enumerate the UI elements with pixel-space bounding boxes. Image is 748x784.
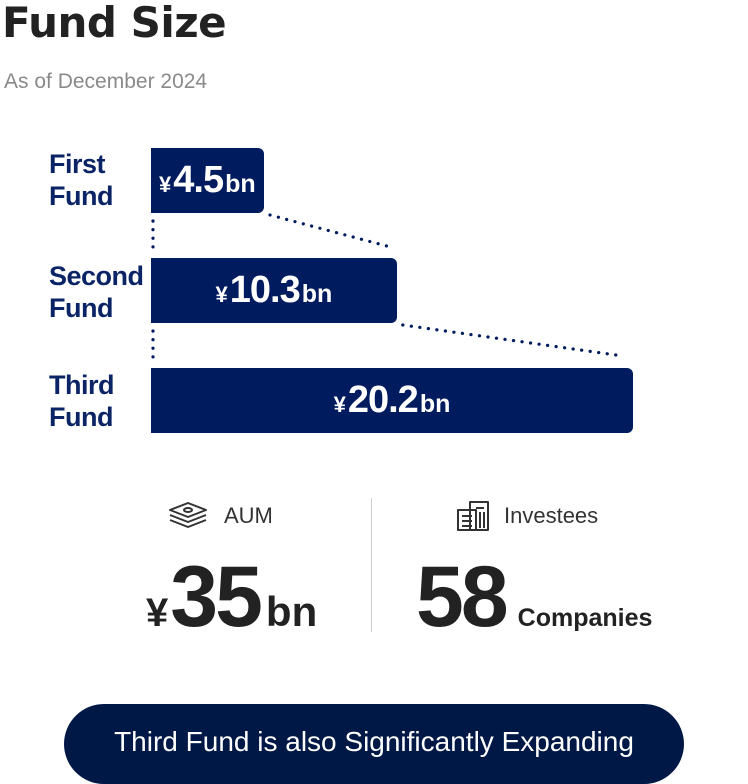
bar-second-currency: ¥ [215,282,228,307]
fund-label-third-line2: Fund [49,402,113,432]
aum-currency: ¥ [146,591,169,635]
fund-label-first-line1: First [49,149,106,179]
bar-first-value: 4.5 [173,159,224,201]
investees-label: Investees [504,503,599,528]
aum-value: 35 [170,549,263,645]
connector-diagonal-2 [401,323,625,358]
fund-label-first: First Fund [49,148,113,212]
fund-label-first-line2: Fund [49,181,113,211]
connector-diagonal-1 [268,213,389,248]
investees-heading: Investees [456,500,598,532]
fund-label-third-line1: Third [49,370,115,400]
aum-value-block: ¥ 35 bn [146,548,317,647]
bar-second-value: 10.3 [229,269,301,311]
page-subtitle: As of December 2024 [4,70,208,93]
aum-unit: bn [265,588,318,635]
bar-third-fund: ¥ 20.2 bn [151,368,633,433]
page-title: Fund Size [2,0,227,47]
bar-third-value: 20.2 [347,379,419,421]
expanding-cta-button[interactable]: Third Fund is also Significantly Expandi… [64,704,684,784]
bar-second-unit: bn [301,280,333,308]
aum-label: AUM [224,503,273,528]
aum-heading: AUM [168,500,273,532]
investees-value-block: 58 Companies [416,548,652,647]
bar-third-unit: bn [419,390,451,418]
bar-second-fund: ¥ 10.3 bn [151,258,397,323]
bar-first-currency: ¥ [159,172,172,197]
bar-first-unit: bn [225,170,256,198]
bar-third-currency: ¥ [333,392,346,417]
dotted-connectors [151,213,625,364]
investees-value: 58 [416,549,509,645]
bar-first-fund: ¥ 4.5 bn [151,148,264,213]
buildings-icon [457,501,489,531]
fund-label-second: Second Fund [49,260,144,324]
fund-label-second-line2: Fund [49,293,113,323]
fund-label-second-line1: Second [49,261,144,291]
investees-unit: Companies [517,604,653,632]
money-stack-icon [169,502,207,528]
stats-divider [371,498,372,632]
fund-label-third: Third Fund [49,369,115,433]
